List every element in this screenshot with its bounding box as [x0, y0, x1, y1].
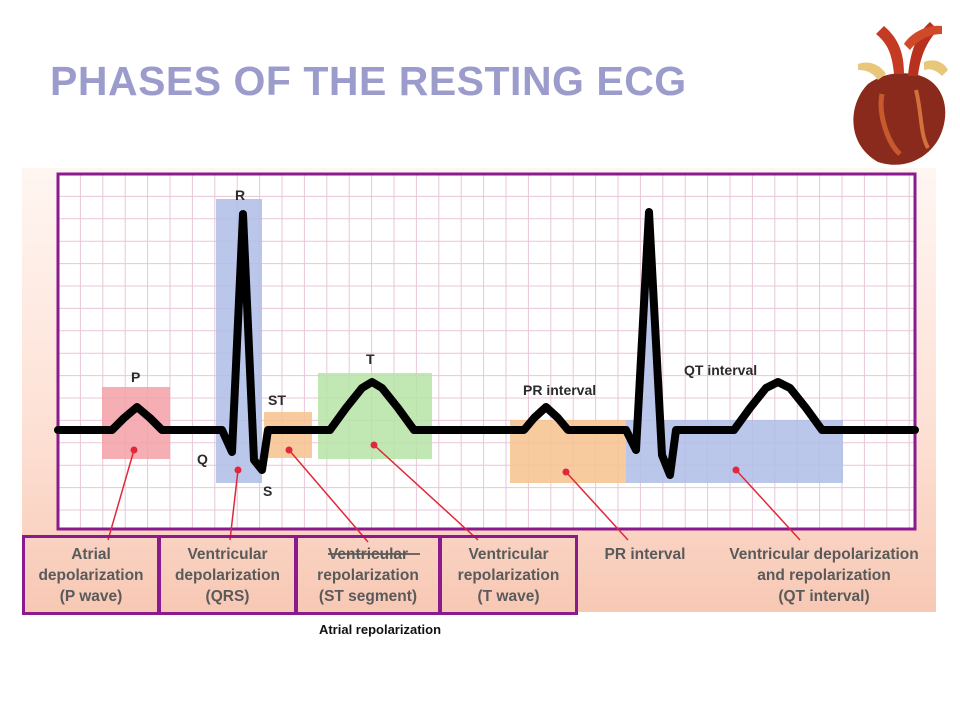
- atrial-repolarization-note: Atrial repolarization: [318, 622, 442, 637]
- ecg-trace: [54, 208, 919, 479]
- caption-ventricular-depolarization: Ventricular depolarization (QRS): [174, 546, 281, 605]
- dot-pr: [562, 468, 570, 476]
- pointer-qt: [735, 469, 801, 541]
- pointer-pr: [565, 471, 629, 541]
- pointer-qrs: [229, 469, 239, 541]
- caption-atrial-depolarization: Atrial depolarization (P wave): [38, 546, 144, 605]
- caption-ventricular-repolarization-st: Ventricular repolarization (ST segment): [317, 546, 419, 605]
- caption-pr-interval: PR interval: [604, 546, 686, 563]
- pointer-st: [288, 449, 369, 543]
- dot-qt: [732, 466, 740, 474]
- dot-st: [285, 446, 293, 454]
- qt-spike-region: [626, 212, 670, 420]
- qt-interval-label: QT interval: [684, 362, 757, 378]
- pointer-p: [107, 449, 135, 541]
- r-label: R: [235, 187, 245, 203]
- dot-qrs: [234, 466, 242, 474]
- st-label: ST: [268, 392, 286, 408]
- pr-interval-label: PR interval: [523, 382, 596, 398]
- caption-qt-interval: Ventricular depolarization and repolariz…: [729, 546, 919, 605]
- slide-title: PHASES OF THE RESTING ECG: [50, 58, 687, 104]
- dot-t: [370, 441, 378, 449]
- t-label: T: [366, 351, 375, 367]
- pointer-t: [373, 444, 479, 541]
- heart-icon: [853, 22, 948, 165]
- dot-p: [130, 446, 138, 454]
- ecg-grid-frame: [56, 172, 917, 531]
- s-label: S: [263, 483, 272, 499]
- q-label: Q: [197, 451, 208, 467]
- caption-box-t: [439, 535, 578, 615]
- caption-ventricular-repolarization-t: Ventricular repolarization (T wave): [457, 546, 560, 605]
- p-label: P: [131, 369, 140, 385]
